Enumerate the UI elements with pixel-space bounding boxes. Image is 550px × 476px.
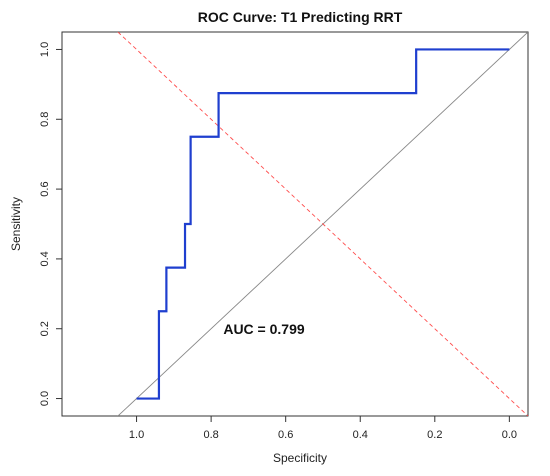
plot-area-frame [61, 31, 529, 417]
y-tick-label: 0.0 [39, 391, 51, 406]
auc-annotation: AUC = 0.799 [223, 321, 305, 337]
x-tick-label: 1.0 [129, 429, 144, 441]
x-axis: 1.0 0.8 0.6 0.4 0.2 0.0 [129, 416, 517, 441]
x-tick-label: 0.8 [203, 429, 218, 441]
y-axis-label: Sensitivity [9, 197, 23, 251]
y-axis: 0.0 0.2 0.4 0.6 0.8 1.0 [39, 42, 62, 406]
x-axis-label: Specificity [273, 451, 327, 465]
x-tick-label: 0.6 [278, 429, 293, 441]
x-tick-label: 0.2 [427, 429, 442, 441]
x-tick-label: 0.4 [353, 429, 368, 441]
y-tick-label: 1.0 [39, 42, 51, 57]
chart-title: ROC Curve: T1 Predicting RRT [198, 9, 403, 25]
roc-curve-line [136, 48, 510, 400]
cutoff-reference-line [117, 32, 528, 416]
y-tick-label: 0.4 [39, 251, 51, 266]
y-tick-label: 0.8 [39, 112, 51, 127]
y-tick-label: 0.6 [39, 181, 51, 196]
x-tick-label: 0.0 [502, 429, 517, 441]
y-tick-label: 0.2 [39, 321, 51, 336]
series-layer [117, 32, 528, 416]
